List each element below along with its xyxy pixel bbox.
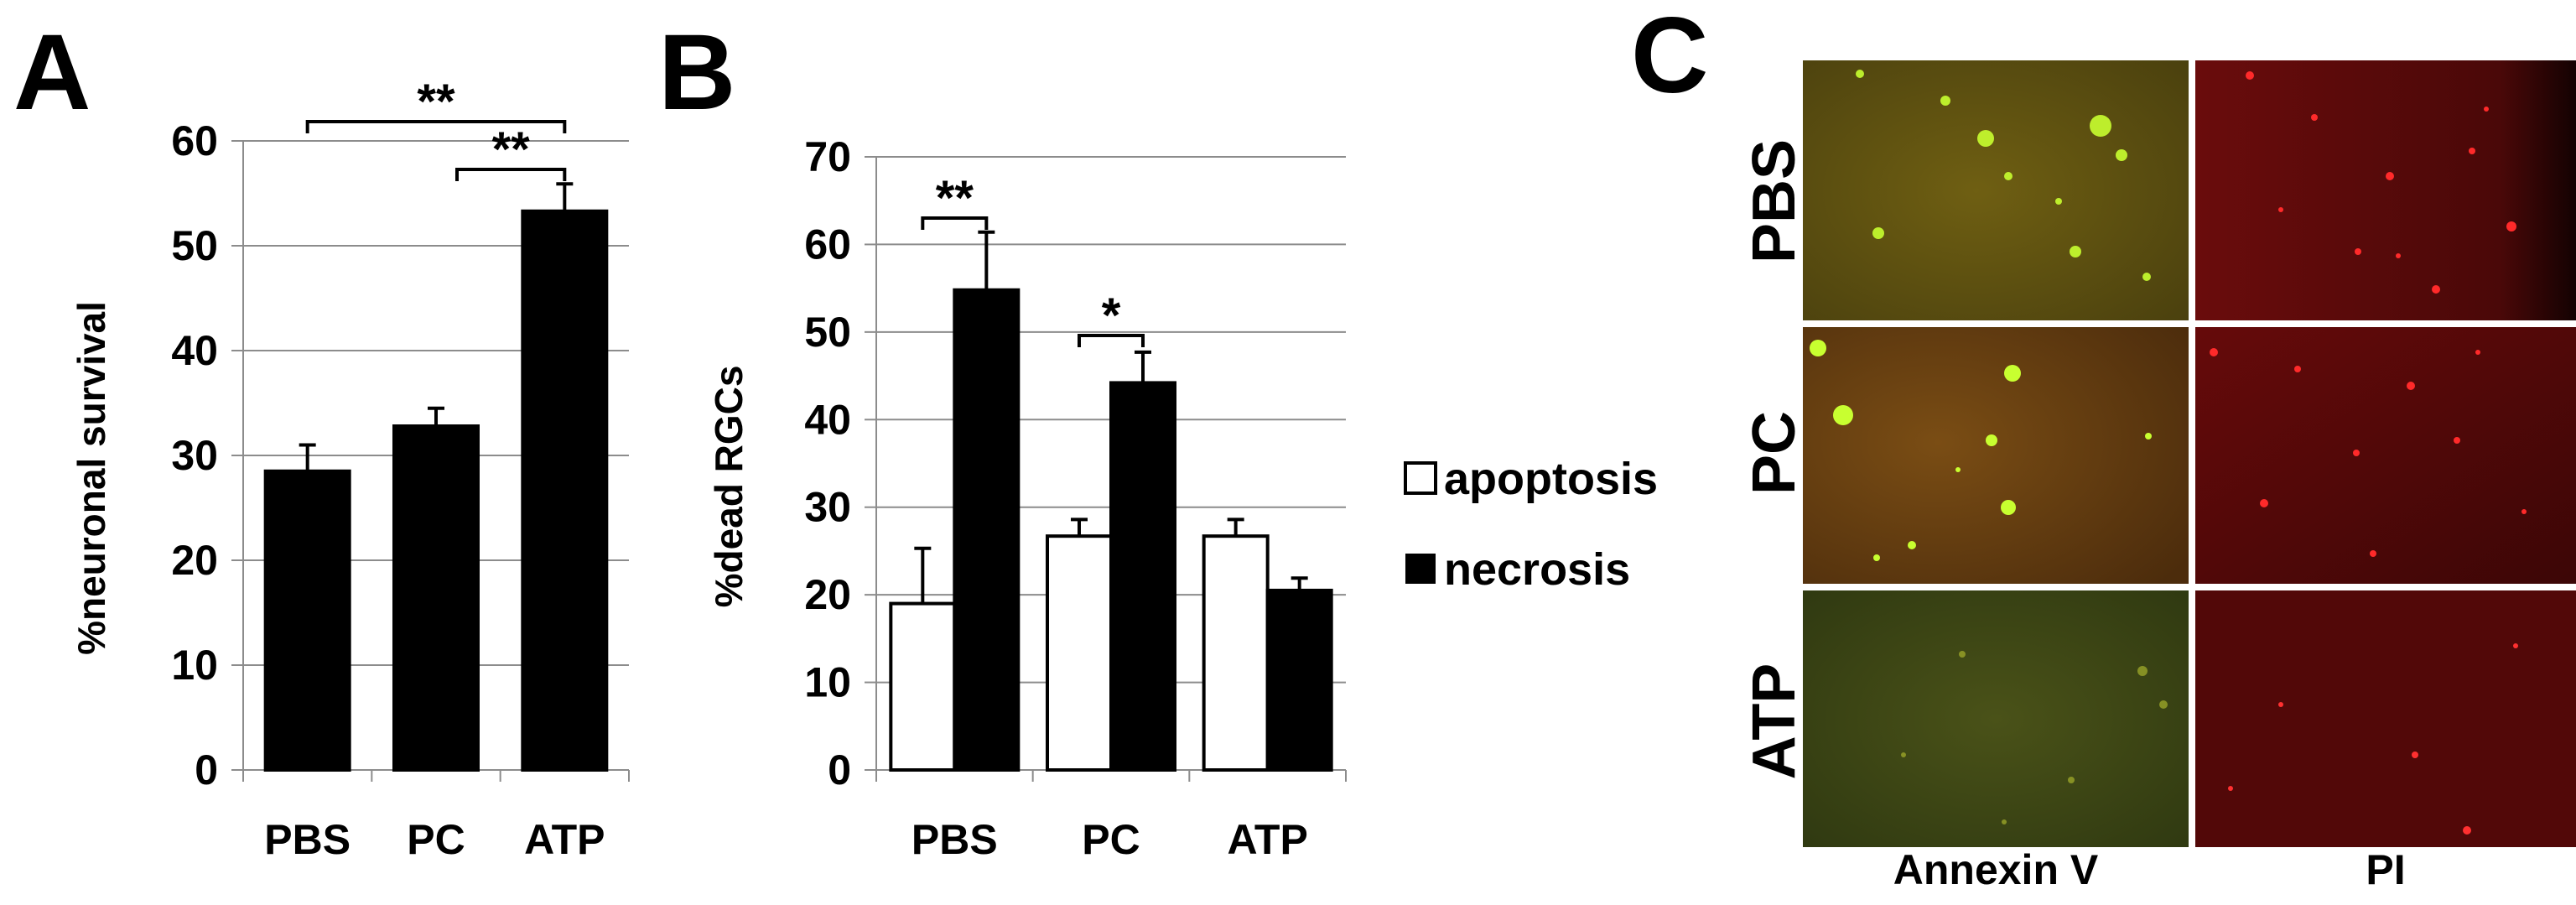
micrograph-pbs-annexin-cells bbox=[1856, 70, 2151, 281]
micrograph-pc-annexin bbox=[1803, 327, 2189, 584]
panel-b-letter: B bbox=[658, 13, 735, 133]
chart-a-significance-label: ** bbox=[417, 75, 455, 129]
micrograph-atp-pi bbox=[2195, 590, 2576, 847]
chart-a-bar-atp bbox=[521, 209, 609, 772]
chart-b-significance-bracket bbox=[1078, 334, 1145, 347]
micrograph-atp-pi-cells bbox=[2228, 643, 2518, 835]
chart-a-bar-pc bbox=[392, 424, 480, 772]
micrograph-pbs-pi-cells bbox=[2246, 71, 2516, 294]
chart-b-y-tick-label: 70 bbox=[804, 133, 851, 180]
chart-a-x-tick-label-pc: PC bbox=[407, 816, 465, 863]
chart-b-legend: apoptosis necrosis bbox=[1404, 454, 1658, 595]
chart-a-x-tick-label-pbs: PBS bbox=[264, 816, 351, 863]
micrograph-pc-annexin-cells bbox=[1810, 340, 2152, 561]
chart-b-x-tick-label-pbs: PBS bbox=[911, 816, 998, 863]
chart-a-y-tick-label: 0 bbox=[195, 746, 218, 793]
chart-b-x-tick-label-pc: PC bbox=[1082, 816, 1140, 863]
chart-b-significance-label: * bbox=[1102, 289, 1121, 343]
chart-b-bar-apoptosis-pbs bbox=[889, 601, 957, 772]
chart-b-x-tick-label-atp: ATP bbox=[1228, 816, 1308, 863]
chart-b-significance-label: ** bbox=[936, 171, 974, 226]
micrograph-row-label-pbs: PBS bbox=[1741, 139, 1808, 263]
chart-a-y-tick-label: 50 bbox=[171, 222, 218, 269]
chart-a-y-tick-label: 60 bbox=[171, 117, 218, 164]
chart-b-y-tick-label: 20 bbox=[804, 571, 851, 618]
micrograph-atp-annexin bbox=[1803, 590, 2189, 847]
chart-b-bar-necrosis-atp bbox=[1265, 588, 1333, 772]
chart-a-significance-label: ** bbox=[492, 122, 531, 177]
chart-a-y-tick-label: 40 bbox=[171, 327, 218, 374]
micrograph-grid bbox=[1803, 59, 2576, 847]
chart-b-bar-apoptosis-pc bbox=[1046, 534, 1113, 772]
micrograph-row-label-pc: PC bbox=[1741, 411, 1808, 495]
chart-b-y-tick-label: 40 bbox=[804, 396, 851, 443]
legend-label-apoptosis: apoptosis bbox=[1444, 454, 1658, 504]
chart-a-y-tick-label: 20 bbox=[171, 537, 218, 584]
chart-b-bar-necrosis-pbs bbox=[953, 288, 1021, 772]
chart-a: %neuronal survival 0 10 20 30 40 50 60 PBS PC ATP… bbox=[70, 75, 630, 863]
chart-a-significance-bracket bbox=[305, 120, 567, 133]
micrograph-pc-pi bbox=[2195, 327, 2576, 584]
micrograph-pc-pi-cells bbox=[2210, 348, 2527, 557]
panel-a-letter: A bbox=[13, 13, 91, 133]
chart-a-y-axis-title: %neuronal survival bbox=[70, 301, 113, 655]
chart-b-y-tick-label: 50 bbox=[804, 309, 851, 356]
chart-b-y-tick-label: 60 bbox=[804, 221, 851, 268]
micrograph-col-label-pi: PI bbox=[2366, 846, 2405, 893]
micrograph-pbs-annexin bbox=[1803, 60, 2189, 320]
panel-c-letter: C bbox=[1631, 0, 1708, 116]
chart-b-bar-apoptosis-atp bbox=[1202, 534, 1270, 772]
micrograph-col-label-annexin: Annexin V bbox=[1893, 846, 2099, 893]
legend-label-necrosis: necrosis bbox=[1444, 544, 1630, 595]
legend-swatch-apoptosis bbox=[1404, 461, 1437, 495]
chart-a-x-tick-label-atp: ATP bbox=[524, 816, 605, 863]
chart-b-bar-necrosis-pc bbox=[1109, 381, 1176, 772]
chart-a-bar-pbs bbox=[263, 469, 351, 772]
chart-b-y-tick-label: 30 bbox=[804, 484, 851, 531]
micrograph-pbs-pi bbox=[2195, 60, 2576, 320]
chart-b-y-axis-title: %dead RGCs bbox=[707, 366, 750, 608]
chart-a-y-tick-label: 10 bbox=[171, 642, 218, 689]
chart-b-significance-bracket bbox=[921, 216, 989, 230]
chart-b-y-tick-label: 10 bbox=[804, 659, 851, 706]
legend-swatch-necrosis bbox=[1405, 554, 1436, 584]
chart-a-significance-bracket bbox=[455, 168, 567, 181]
chart-b-y-tick-label: 0 bbox=[828, 746, 851, 793]
micrograph-atp-annexin-cells bbox=[1901, 651, 2168, 824]
chart-a-y-tick-label: 30 bbox=[171, 432, 218, 479]
micrograph-row-label-atp: ATP bbox=[1741, 663, 1808, 780]
